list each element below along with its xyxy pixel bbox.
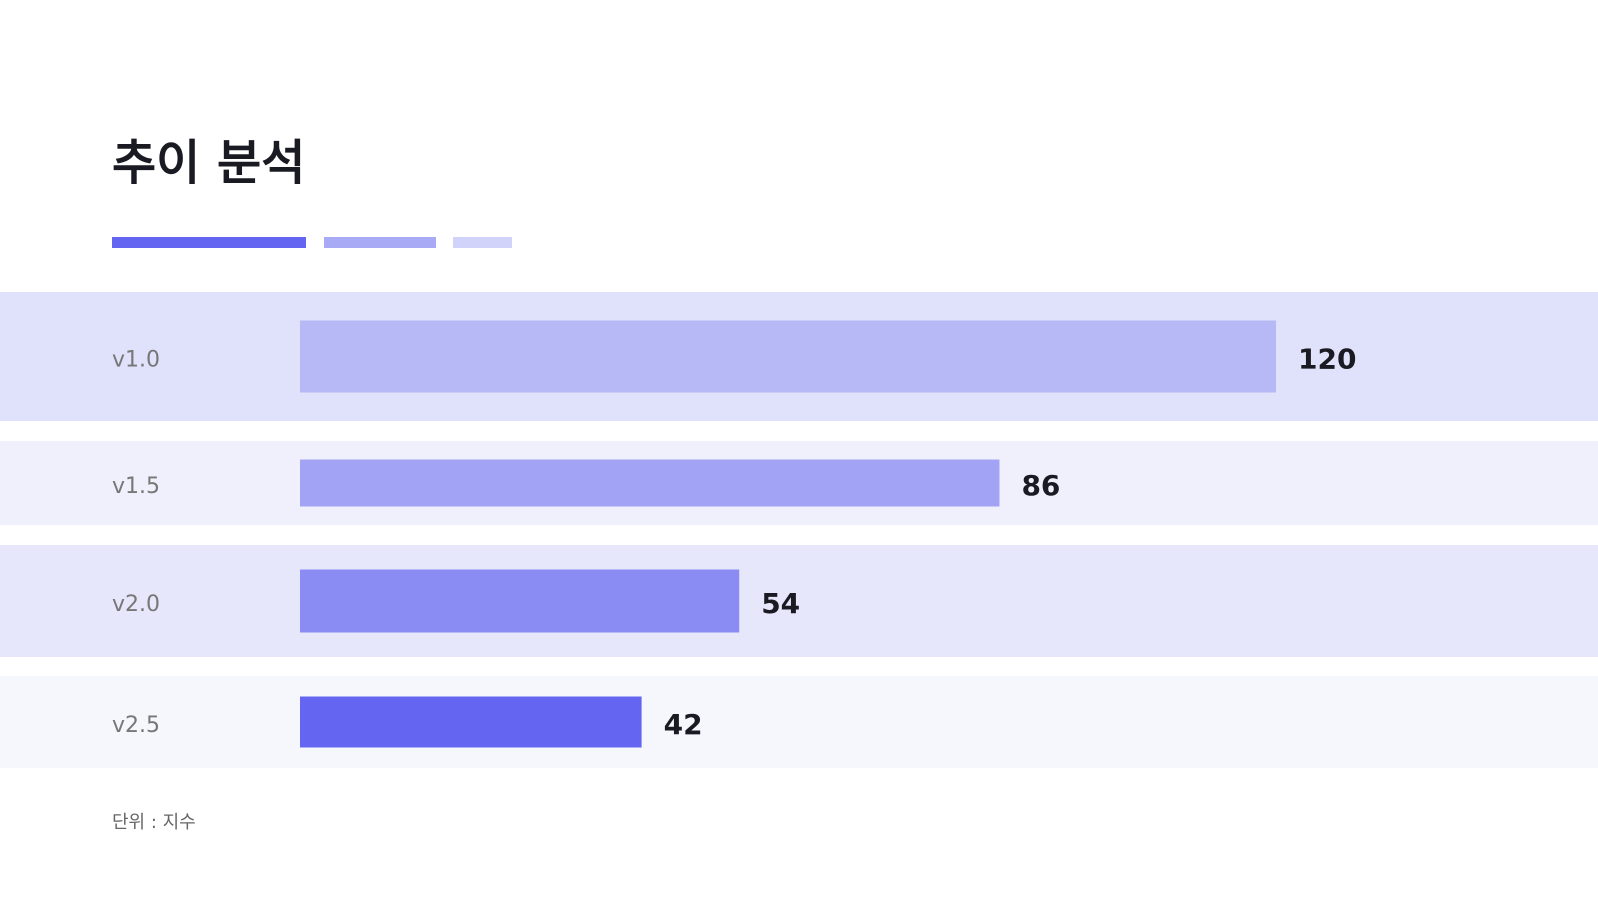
value-label: 54 bbox=[761, 587, 800, 620]
category-label: v1.5 bbox=[112, 474, 160, 499]
unit-note: 단위 : 지수 bbox=[112, 812, 196, 833]
category-label: v2.5 bbox=[112, 713, 160, 738]
category-label: v1.0 bbox=[112, 348, 160, 373]
category-label: v2.0 bbox=[112, 592, 160, 617]
bar bbox=[300, 569, 740, 633]
rows: v1.0 120 v1.5 86 v2.0 54 v2.5 42 bbox=[0, 292, 1598, 768]
row-band bbox=[0, 676, 1598, 768]
value-label: 42 bbox=[664, 708, 703, 741]
decor-line bbox=[453, 237, 512, 248]
bar bbox=[300, 459, 1000, 507]
value-label: 86 bbox=[1021, 469, 1060, 502]
row-band bbox=[0, 545, 1598, 657]
decor-line bbox=[324, 237, 436, 248]
bar bbox=[300, 696, 642, 748]
value-label: 120 bbox=[1298, 343, 1356, 376]
chart-title: 추이 분석 bbox=[112, 135, 305, 191]
bar bbox=[300, 320, 1276, 393]
decor-line bbox=[112, 237, 306, 248]
